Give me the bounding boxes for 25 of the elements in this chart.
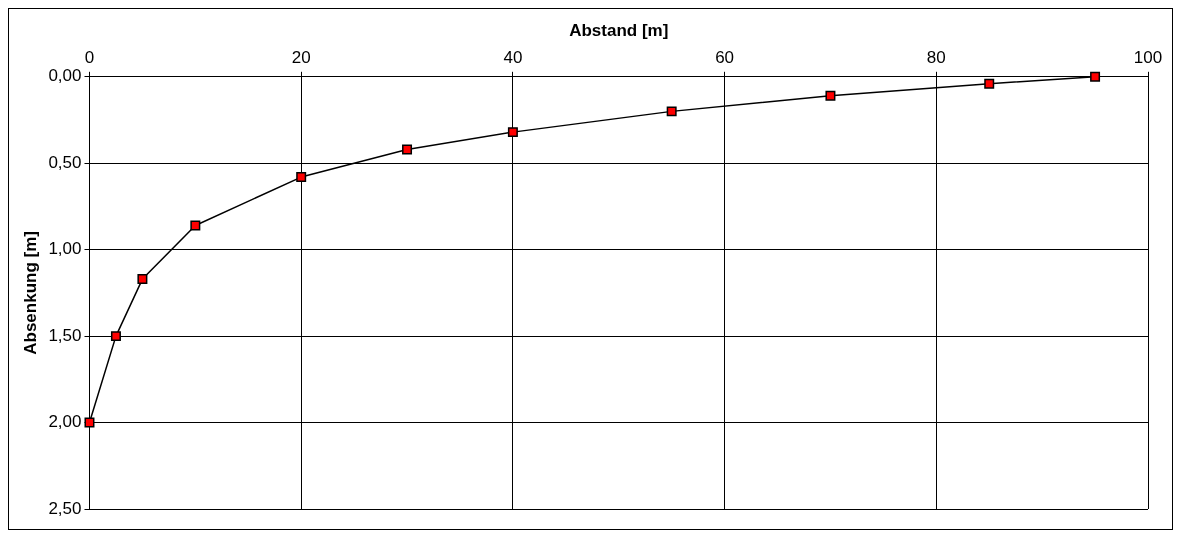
point	[402, 144, 413, 155]
y-tick-label: 1,00	[48, 239, 82, 259]
point	[666, 106, 677, 117]
point	[190, 220, 201, 231]
x-tick-label: 40	[503, 48, 523, 68]
x-tick-label: 20	[291, 48, 311, 68]
y-tick-label: 0,00	[48, 66, 82, 86]
y-tick-label: 2,50	[48, 498, 82, 518]
x-tick-label: 100	[1133, 48, 1163, 68]
point	[825, 90, 836, 101]
y-tick-label: 1,50	[48, 325, 82, 345]
point	[110, 331, 121, 342]
point	[1090, 71, 1101, 82]
point	[296, 172, 307, 183]
y-axis-title: Absenkung [m]	[20, 231, 40, 355]
x-tick-label: 80	[926, 48, 946, 68]
point	[984, 78, 995, 89]
y-tick-label: 2,00	[48, 412, 82, 432]
point	[84, 417, 95, 428]
x-tick-label: 0	[84, 48, 95, 68]
point	[137, 274, 148, 285]
y-tick-label: 0,50	[48, 152, 82, 172]
x-axis-title: Abstand [m]	[569, 20, 669, 40]
x-tick-label: 60	[715, 48, 735, 68]
point	[507, 127, 518, 138]
